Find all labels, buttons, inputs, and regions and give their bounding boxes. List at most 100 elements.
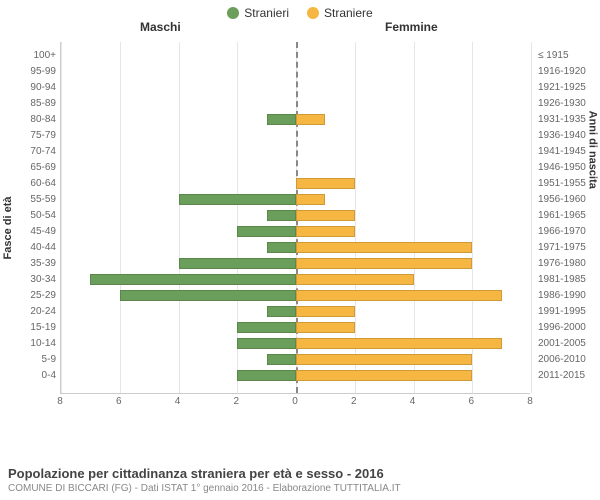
bar-male [120, 290, 296, 301]
x-tick: 6 [116, 396, 122, 407]
x-tick: 2 [351, 396, 357, 407]
age-label: 25-29 [0, 288, 56, 304]
plot-area [60, 42, 530, 394]
pyramid-row [61, 240, 530, 256]
pyramid-row [61, 96, 530, 112]
birth-label: 1936-1940 [538, 128, 600, 144]
age-labels: 100+95-9990-9485-8980-8475-7970-7465-696… [0, 42, 56, 394]
bar-female [296, 114, 325, 125]
birth-label: 1941-1945 [538, 144, 600, 160]
bar-male [267, 306, 296, 317]
x-axis-ticks: 864202468 [60, 396, 530, 412]
age-label: 65-69 [0, 160, 56, 176]
birth-label: 1961-1965 [538, 208, 600, 224]
col-title-female: Femmine [385, 20, 438, 34]
birth-label: 1986-1990 [538, 288, 600, 304]
bar-female [296, 210, 355, 221]
birth-label: 1996-2000 [538, 320, 600, 336]
bar-female [296, 226, 355, 237]
pyramid-row [61, 176, 530, 192]
bar-male [267, 242, 296, 253]
swatch-male [227, 7, 239, 19]
pyramid-row [61, 160, 530, 176]
age-label: 40-44 [0, 240, 56, 256]
age-label: 80-84 [0, 112, 56, 128]
x-tick: 2 [233, 396, 239, 407]
age-label: 35-39 [0, 256, 56, 272]
age-label: 20-24 [0, 304, 56, 320]
age-label: 15-19 [0, 320, 56, 336]
birth-label: ≤ 1915 [538, 48, 600, 64]
x-tick: 0 [292, 396, 298, 407]
pyramid-row [61, 80, 530, 96]
legend: Stranieri Straniere [0, 0, 600, 20]
birth-label: 1931-1935 [538, 112, 600, 128]
birth-label: 1921-1925 [538, 80, 600, 96]
birth-label: 2011-2015 [538, 368, 600, 384]
birth-label: 1956-1960 [538, 192, 600, 208]
bar-female [296, 370, 472, 381]
gridline [531, 42, 532, 393]
bar-female [296, 290, 502, 301]
bar-male [237, 338, 296, 349]
bar-male [267, 210, 296, 221]
pyramid-row [61, 48, 530, 64]
birth-label: 1951-1955 [538, 176, 600, 192]
bar-female [296, 194, 325, 205]
x-tick: 8 [57, 396, 63, 407]
pyramid-row [61, 112, 530, 128]
legend-label-female: Straniere [324, 6, 373, 20]
birth-label: 2006-2010 [538, 352, 600, 368]
chart-subtitle: COMUNE DI BICCARI (FG) - Dati ISTAT 1° g… [8, 483, 592, 494]
bar-female [296, 354, 472, 365]
legend-label-male: Stranieri [244, 6, 289, 20]
birth-label: 1966-1970 [538, 224, 600, 240]
x-tick: 4 [175, 396, 181, 407]
bar-female [296, 274, 414, 285]
bar-male [237, 370, 296, 381]
x-tick: 8 [527, 396, 533, 407]
age-label: 10-14 [0, 336, 56, 352]
pyramid-row [61, 128, 530, 144]
age-label: 30-34 [0, 272, 56, 288]
birth-label: 1926-1930 [538, 96, 600, 112]
age-label: 85-89 [0, 96, 56, 112]
birth-label: 1991-1995 [538, 304, 600, 320]
birth-year-labels: ≤ 19151916-19201921-19251926-19301931-19… [538, 42, 600, 394]
x-tick: 4 [410, 396, 416, 407]
pyramid-row [61, 336, 530, 352]
age-label: 50-54 [0, 208, 56, 224]
age-label: 90-94 [0, 80, 56, 96]
pyramid-row [61, 304, 530, 320]
column-titles: Maschi Femmine [0, 20, 600, 38]
birth-label: 1981-1985 [538, 272, 600, 288]
bar-male [267, 354, 296, 365]
age-label: 95-99 [0, 64, 56, 80]
bar-female [296, 178, 355, 189]
bar-female [296, 242, 472, 253]
age-label: 55-59 [0, 192, 56, 208]
age-label: 60-64 [0, 176, 56, 192]
bar-female [296, 306, 355, 317]
age-label: 5-9 [0, 352, 56, 368]
bar-female [296, 322, 355, 333]
birth-label: 1946-1950 [538, 160, 600, 176]
age-label: 0-4 [0, 368, 56, 384]
pyramid-row [61, 320, 530, 336]
col-title-male: Maschi [140, 20, 181, 34]
pyramid-row [61, 368, 530, 384]
pyramid-row [61, 352, 530, 368]
bar-male [237, 226, 296, 237]
birth-label: 2001-2005 [538, 336, 600, 352]
age-label: 45-49 [0, 224, 56, 240]
bar-male [179, 194, 297, 205]
pyramid-row [61, 144, 530, 160]
legend-item-male: Stranieri [227, 6, 289, 20]
pyramid-row [61, 272, 530, 288]
pyramid-row [61, 224, 530, 240]
age-label: 70-74 [0, 144, 56, 160]
pyramid-row [61, 208, 530, 224]
chart-title: Popolazione per cittadinanza straniera p… [8, 466, 592, 481]
footer: Popolazione per cittadinanza straniera p… [8, 466, 592, 494]
birth-label: 1976-1980 [538, 256, 600, 272]
